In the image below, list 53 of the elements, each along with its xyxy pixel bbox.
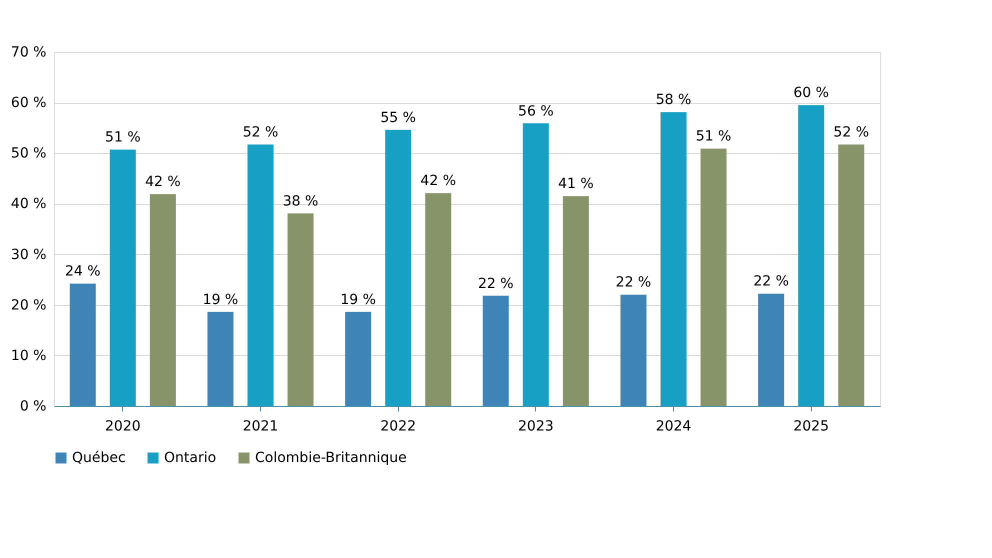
data-label: 42 % bbox=[420, 173, 456, 190]
data-label: 42 % bbox=[145, 174, 181, 190]
x-tick-label: 2025 bbox=[793, 418, 829, 434]
x-tick-label: 2023 bbox=[518, 418, 554, 434]
bar bbox=[700, 148, 727, 406]
x-tick-label: 2020 bbox=[105, 418, 141, 434]
data-label: 51 % bbox=[696, 128, 732, 145]
bar bbox=[758, 294, 784, 406]
bar bbox=[838, 144, 864, 406]
bar bbox=[620, 294, 646, 406]
bar bbox=[70, 284, 96, 406]
y-tick-label: 50 % bbox=[10, 146, 46, 162]
legend-label: Colombie-Britannique bbox=[255, 450, 407, 466]
bar bbox=[482, 296, 509, 406]
x-tick-label: 2021 bbox=[242, 418, 278, 434]
data-label: 51 % bbox=[105, 130, 141, 146]
x-tick-label: 2022 bbox=[380, 418, 416, 434]
legend-label: Ontario bbox=[164, 450, 216, 466]
data-label: 60 % bbox=[793, 85, 829, 102]
bar bbox=[562, 196, 589, 406]
bar bbox=[660, 112, 686, 406]
data-label: 22 % bbox=[478, 276, 514, 292]
y-tick-label: 0 % bbox=[20, 398, 46, 414]
y-tick-label: 10 % bbox=[10, 348, 46, 364]
y-tick-label: 20 % bbox=[10, 297, 46, 314]
data-label: 52 % bbox=[833, 124, 870, 141]
data-label: 41 % bbox=[558, 176, 594, 192]
legend-label: Québec bbox=[72, 450, 126, 466]
bar bbox=[425, 193, 452, 406]
data-label: 58 % bbox=[656, 92, 692, 108]
bar bbox=[150, 194, 176, 406]
data-label: 56 % bbox=[518, 103, 554, 120]
y-tick-label: 60 % bbox=[10, 95, 46, 112]
bar bbox=[345, 312, 372, 406]
data-label: 22 % bbox=[616, 274, 652, 291]
data-label: 24 % bbox=[64, 264, 101, 280]
x-tick-label: 2024 bbox=[656, 418, 692, 434]
bar bbox=[288, 213, 314, 406]
bar bbox=[207, 312, 234, 406]
data-label: 38 % bbox=[282, 193, 318, 210]
bar bbox=[248, 144, 274, 406]
data-label: 19 % bbox=[202, 292, 238, 308]
y-tick-label: 70 % bbox=[10, 44, 46, 60]
data-label: 52 % bbox=[242, 124, 278, 141]
data-label: 22 % bbox=[753, 274, 789, 290]
bar bbox=[385, 130, 412, 406]
bar bbox=[522, 123, 549, 406]
bar bbox=[798, 105, 824, 406]
y-tick-label: 40 % bbox=[10, 196, 46, 212]
data-label: 55 % bbox=[380, 110, 416, 126]
data-label: 19 % bbox=[340, 292, 376, 308]
y-tick-label: 30 % bbox=[10, 246, 46, 263]
bar bbox=[110, 150, 136, 406]
